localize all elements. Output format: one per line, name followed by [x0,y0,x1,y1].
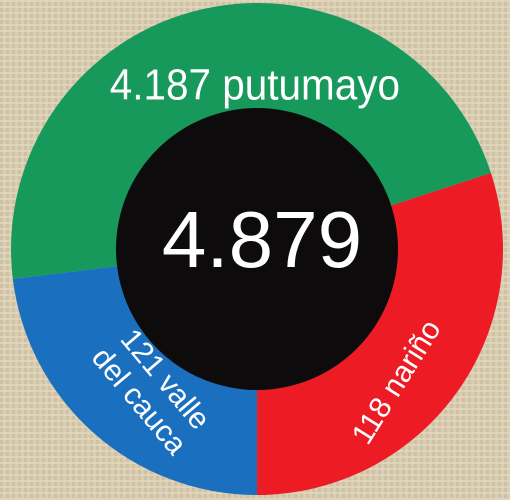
center-hole [116,108,398,390]
center-total: 4.879 [162,195,362,284]
label-putumayo: 4.187 putumayo [110,60,400,109]
